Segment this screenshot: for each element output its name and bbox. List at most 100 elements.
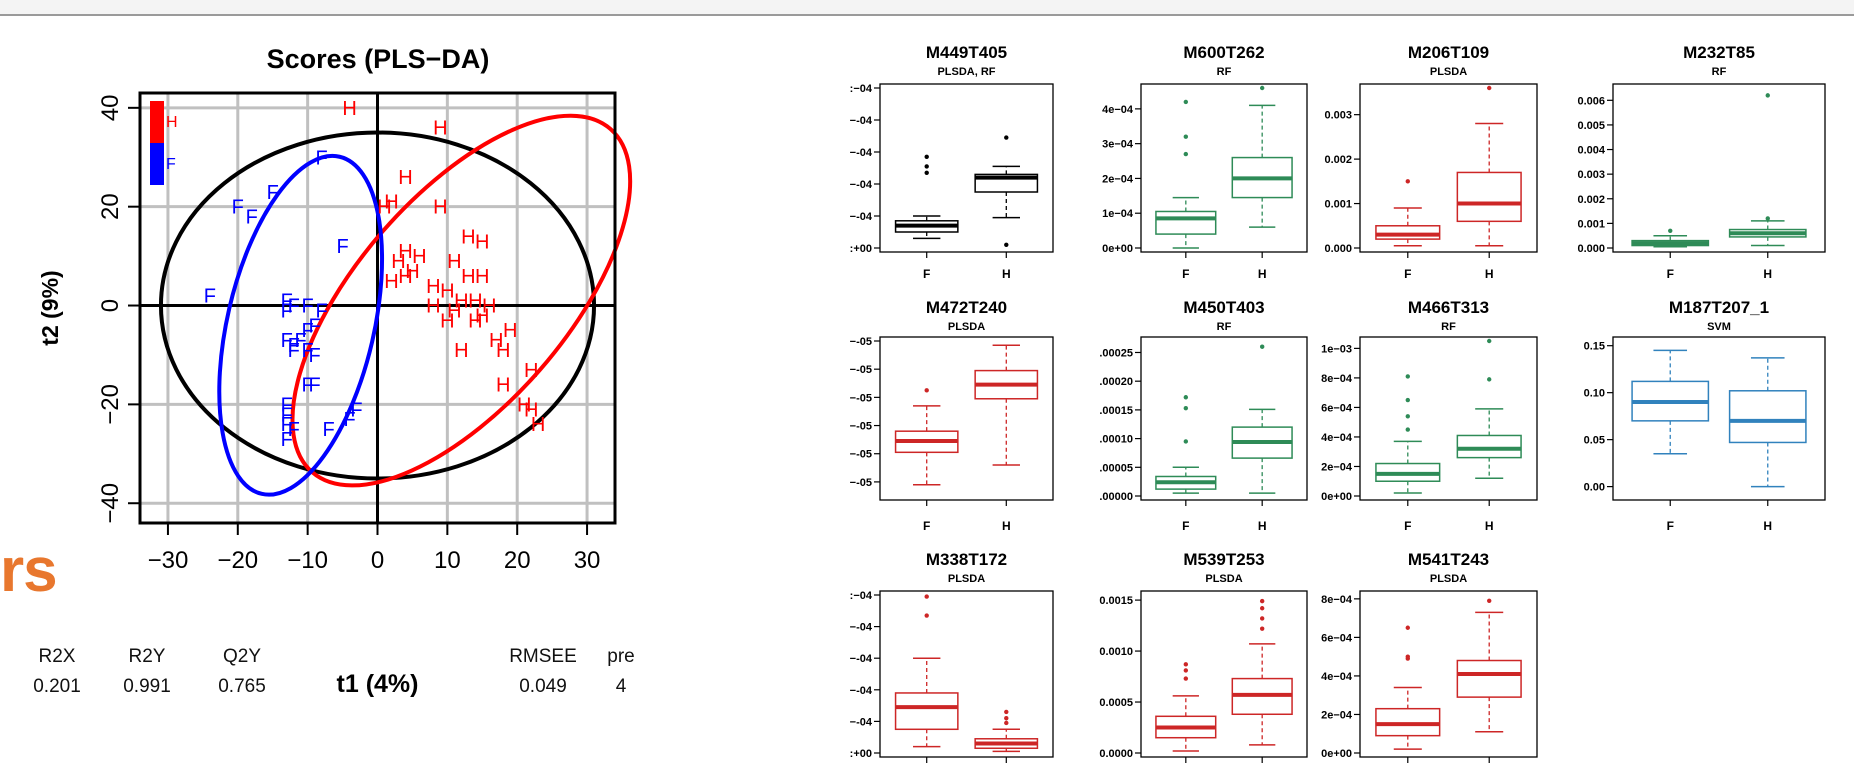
point-H: H [384, 271, 398, 293]
outlier-point [1183, 99, 1189, 105]
point-F: F [309, 315, 321, 337]
point-F: F [288, 419, 300, 441]
outlier-point [1259, 85, 1265, 91]
y-tick-label: .00020 [1099, 376, 1133, 388]
y-tick-label: 4e−04 [1321, 432, 1353, 444]
boxplot-frame [1612, 83, 1826, 253]
outlier-point [1259, 626, 1265, 631]
y-tick-label: 2e−04 [1321, 709, 1353, 721]
y-tick-label: 8e−04 [1321, 373, 1353, 385]
y-tick-label: :−04 [850, 83, 873, 95]
y-tick-label: 0.002 [1324, 154, 1352, 166]
box-F [894, 388, 959, 486]
y-tick-label: 40 [97, 94, 124, 121]
box-iqr [1456, 659, 1522, 698]
point-F: F [281, 414, 293, 436]
y-tick-label: 1e−03 [1321, 343, 1352, 355]
y-tick-label: −-04 [850, 716, 873, 728]
outlier-point [1487, 377, 1492, 382]
stat-header-r2x: R2X [39, 646, 76, 667]
point-H: H [426, 276, 440, 298]
y-tick-label: 0.0010 [1099, 646, 1133, 658]
outlier-point [1004, 720, 1009, 726]
x-tick-label: F [1667, 519, 1674, 533]
outlier-point [924, 170, 929, 175]
y-tick-label: 2e−04 [1321, 461, 1353, 473]
point-F: F [350, 399, 362, 421]
y-tick-label: 0.15 [1584, 341, 1605, 353]
point-H: H [440, 281, 454, 303]
box-iqr [1456, 171, 1522, 223]
y-tick-label: 0.0000 [1099, 748, 1133, 760]
box-iqr [1728, 390, 1807, 444]
stat-value-rmsee: 0.049 [519, 676, 567, 697]
boxplot-subtitle: PLSDA [1430, 66, 1467, 78]
x-tick-label: H [1485, 519, 1494, 533]
point-H: H [482, 296, 496, 318]
y-tick-label: −20 [97, 384, 124, 425]
x-tick-label: F [1182, 519, 1189, 533]
point-H: H [377, 197, 391, 219]
point-F: F [302, 375, 314, 397]
y-tick-label: 4e−04 [1102, 104, 1134, 116]
stat-value-r2y: 0.991 [123, 676, 171, 697]
cropped-slide-text: rs [0, 536, 58, 605]
y-tick-label: :+00 [850, 243, 872, 255]
y-tick-label: 0.000 [1324, 243, 1352, 255]
box-H [1231, 344, 1293, 494]
point-H: H [454, 291, 468, 313]
outlier-point [1004, 135, 1009, 140]
point-F: F [232, 197, 244, 219]
point-F: F [288, 340, 300, 362]
point-H: H [475, 266, 489, 288]
y-tick-label: :+00 [850, 748, 872, 760]
outlier-point [924, 164, 929, 169]
point-H: H [524, 399, 538, 421]
stat-header-q2y: Q2Y [223, 646, 261, 667]
boxplot-subtitle: RF [1441, 321, 1456, 333]
boxplot-frame [1359, 336, 1538, 501]
boxplot-title: M206T109 [1408, 43, 1489, 62]
y-tick-label: 0.003 [1577, 169, 1605, 181]
boxplot-subtitle: PLSDA [1430, 573, 1467, 585]
x-tick-label: H [1002, 267, 1011, 281]
boxplot-title: M449T405 [926, 43, 1007, 62]
box-H [1456, 338, 1522, 480]
outlier-point [1405, 427, 1410, 432]
outlier-point [1004, 242, 1009, 247]
y-tick-label: 2e−04 [1102, 173, 1134, 185]
box-F [1375, 179, 1441, 247]
point-H: H [342, 98, 356, 120]
y-tick-label: 4e−04 [1321, 671, 1353, 683]
box-F [1375, 625, 1441, 750]
boxplot-title: M466T313 [1408, 298, 1489, 317]
x-tick-label: H [1002, 519, 1011, 533]
y-tick-label: .00000 [1099, 491, 1133, 503]
y-tick-label: .00010 [1099, 434, 1133, 446]
x-tick-label: H [1258, 267, 1267, 281]
x-tick-label: −10 [287, 547, 328, 574]
y-tick-label: 0e+00 [1321, 491, 1352, 503]
box-H [1728, 357, 1807, 488]
point-H: H [496, 375, 510, 397]
point-F: F [316, 300, 328, 322]
x-tick-label: −20 [217, 547, 258, 574]
point-F: F [281, 404, 293, 426]
y-tick-label: 0.05 [1584, 435, 1605, 447]
point-F: F [322, 419, 334, 441]
y-tick-label: 6e−04 [1321, 632, 1353, 644]
boxplot-title: M600T262 [1183, 43, 1264, 62]
point-H: H [426, 296, 440, 318]
y-tick-label: −-04 [850, 211, 873, 223]
outlier-point [1259, 344, 1265, 349]
y-tick-label: 0.001 [1324, 199, 1352, 211]
y-tick-label: −-05 [850, 449, 872, 461]
point-H: H [447, 251, 461, 273]
boxplot-frame [1140, 83, 1308, 253]
box-F [1155, 395, 1217, 494]
y-tick-label: −-05 [850, 477, 872, 489]
point-H: H [468, 291, 482, 313]
point-F: F [302, 296, 314, 318]
outlier-point [1183, 668, 1189, 673]
box-F [1631, 228, 1710, 248]
